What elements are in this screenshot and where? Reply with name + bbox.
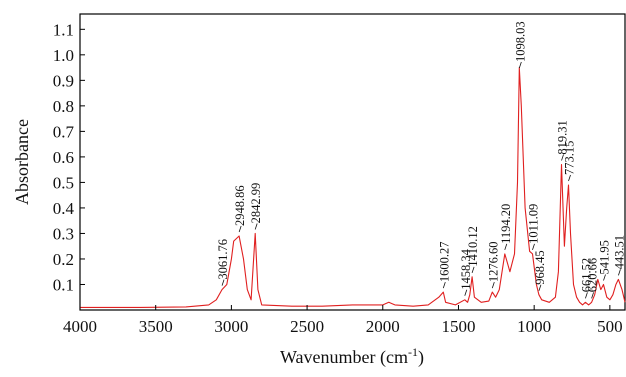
y-tick-label: 1.0: [53, 46, 74, 65]
peak-leader: [238, 225, 242, 233]
peak-leader: [491, 282, 495, 289]
x-axis: 4000 3500 3000 2500 2000 1500 1000 500: [63, 305, 623, 336]
peak-label: 443.51: [612, 235, 626, 269]
peak-label: 1276.60: [486, 241, 500, 282]
peak-label: 1410.12: [466, 226, 480, 267]
x-tick-label: 1000: [517, 317, 551, 336]
peak-label: 2948.86: [233, 185, 247, 226]
plot-frame: [79, 13, 626, 311]
y-tick-label: 0.4: [53, 199, 75, 218]
peak-label: 1194.20: [499, 204, 513, 244]
peak-leader: [504, 243, 508, 250]
x-tick-label: 4000: [63, 317, 97, 336]
peak-label: 1098.03: [513, 21, 527, 62]
y-tick-label: 0.5: [53, 173, 74, 192]
y-tick-label: 0.3: [53, 224, 74, 243]
peak-label: 541.95: [598, 240, 612, 274]
peak-label: 2842.99: [249, 183, 263, 224]
y-tick-label: 0.2: [53, 250, 74, 269]
x-tick-label: 2500: [290, 317, 324, 336]
y-axis: 0.1 0.2 0.3 0.4 0.5 0.6 0.7 0.8 0.9 1.0 1.1: [53, 20, 85, 294]
peak-leader: [561, 154, 564, 161]
x-tick-label: 3000: [214, 317, 248, 336]
y-tick-label: 0.6: [53, 148, 74, 167]
peak-label: 1458.34: [459, 248, 473, 289]
x-axis-title-superscript: -1: [408, 345, 418, 359]
y-tick-label: 0.7: [53, 122, 75, 141]
peak-leader: [568, 174, 571, 182]
peak-leader: [538, 284, 542, 291]
x-tick-label: 1500: [441, 317, 475, 336]
peak-leader: [464, 289, 468, 296]
peak-leader: [518, 61, 522, 69]
peak-leader: [591, 292, 594, 299]
peak-leader: [585, 292, 588, 299]
spectrum-line: [80, 67, 626, 308]
peak-leader: [618, 269, 621, 276]
peak-label: 620.66: [586, 258, 600, 292]
y-tick-label: 0.9: [53, 71, 74, 90]
peak-label: 968.45: [533, 250, 547, 284]
y-tick-label: 0.8: [53, 97, 74, 116]
plot-border: [79, 13, 626, 311]
x-tick-label: 500: [597, 317, 623, 336]
spectrum-layer: [80, 67, 626, 308]
y-tick-label: 1.1: [53, 20, 74, 39]
peak-label: 819.31: [556, 120, 570, 154]
peak-label: 3061.76: [216, 239, 230, 280]
peak-leader: [603, 274, 606, 281]
peak-leader: [532, 243, 535, 250]
x-tick-label: 2000: [366, 317, 400, 336]
x-axis-title: Wavenumber (cm-1): [280, 345, 424, 368]
peak-label: 661.52: [579, 258, 593, 292]
y-axis-title: Absorbance: [12, 119, 32, 205]
x-axis-title-text: Wavenumber (cm: [280, 347, 408, 368]
y-tick-label: 0.1: [53, 275, 74, 294]
peak-leader: [471, 266, 475, 273]
peak-leader: [254, 223, 258, 230]
peak-label: 773.15: [563, 141, 577, 175]
x-axis-title-close: ): [418, 347, 424, 368]
x-tick-label: 3500: [139, 317, 173, 336]
peak-label: 1011.09: [527, 204, 541, 244]
peak-leader: [442, 282, 446, 289]
peak-label: 1600.27: [437, 241, 451, 282]
peak-leader: [221, 279, 225, 286]
